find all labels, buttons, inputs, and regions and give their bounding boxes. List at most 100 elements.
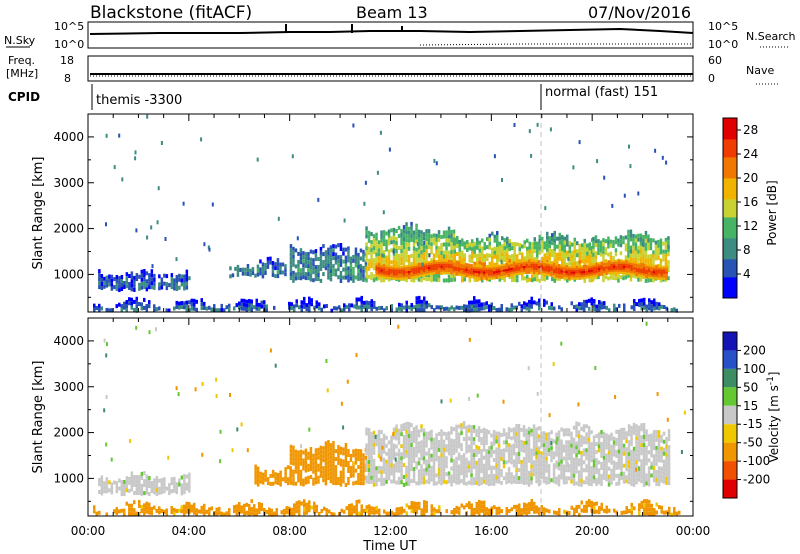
echo-cell xyxy=(537,466,541,471)
echo-cell xyxy=(578,243,581,248)
echo-cell xyxy=(407,254,411,259)
echo-cell xyxy=(547,274,551,277)
echo-cell xyxy=(297,474,300,479)
echo-cell xyxy=(488,241,491,246)
echo-cell xyxy=(319,254,323,259)
echo-cell xyxy=(148,502,151,507)
echo-cell xyxy=(562,276,566,280)
echo-cell xyxy=(405,238,408,243)
echo-cell xyxy=(506,256,509,261)
echo-cell xyxy=(644,258,648,263)
echo-cell xyxy=(440,481,443,486)
echo-cell xyxy=(284,264,287,269)
echo-cell xyxy=(100,306,103,311)
echo-cell xyxy=(110,308,113,313)
echo-cell xyxy=(518,301,521,306)
echo-cell xyxy=(568,241,571,246)
echo-cell xyxy=(602,273,606,276)
echo-cell xyxy=(108,274,111,279)
echo-cell xyxy=(553,234,556,239)
echo-cell xyxy=(587,272,591,275)
echo-cell xyxy=(458,243,461,248)
colorbar-cell xyxy=(723,124,737,128)
echo-cell xyxy=(412,471,416,475)
echo-cell xyxy=(442,265,446,268)
echo-cell xyxy=(490,449,493,454)
echo-cell xyxy=(642,273,646,276)
echo-cell xyxy=(587,477,591,482)
colorbar-cell xyxy=(723,262,737,266)
echo-cell xyxy=(365,300,368,305)
echo-cell xyxy=(490,445,493,450)
echo-cell xyxy=(271,469,275,474)
echo-cell xyxy=(347,274,350,279)
echo-cell xyxy=(590,478,593,483)
echo-cell xyxy=(665,480,668,485)
echo-cell xyxy=(260,507,263,511)
echo-cell xyxy=(455,436,458,441)
echo-cell xyxy=(445,250,448,255)
echo-cell xyxy=(380,478,383,483)
echo-cell xyxy=(542,273,546,276)
echo-cell xyxy=(475,273,478,276)
echo-cell xyxy=(602,269,606,272)
echo-cell xyxy=(647,258,650,263)
echo-cell xyxy=(314,480,318,485)
echo-cell xyxy=(425,271,428,274)
echo-cell xyxy=(140,277,144,282)
echo-cell xyxy=(324,258,328,263)
echo-cell xyxy=(153,505,156,510)
echo-cell xyxy=(397,253,401,258)
echo-cell xyxy=(312,270,315,275)
echo-cell xyxy=(395,444,398,449)
echo-cell xyxy=(543,302,546,307)
echo-cell xyxy=(205,509,208,514)
echo-cell xyxy=(577,462,581,467)
echo-cell xyxy=(347,461,350,465)
echo-cell xyxy=(537,268,541,271)
echo-cell xyxy=(506,260,509,265)
echo-cell xyxy=(332,248,335,253)
echo-cell xyxy=(125,484,129,489)
echo-cell xyxy=(373,304,376,309)
echo-cell xyxy=(592,240,595,245)
echo-cell xyxy=(546,243,549,248)
echo-cell xyxy=(347,481,350,485)
echo-cell xyxy=(284,471,287,476)
echo-cell xyxy=(387,269,391,272)
echo-cell xyxy=(522,464,526,469)
echo-cell xyxy=(407,434,411,438)
echo-cell xyxy=(667,477,671,482)
echo-cell xyxy=(365,463,368,468)
echo-cell xyxy=(450,454,453,459)
echo-cell xyxy=(665,267,668,270)
echo-cell xyxy=(491,255,494,260)
echo-cell xyxy=(605,262,608,265)
echo-cell xyxy=(602,278,605,283)
echo-cell xyxy=(558,276,561,281)
echo-cell xyxy=(349,453,353,458)
echo-cell xyxy=(573,237,576,242)
echo-cell xyxy=(518,243,521,248)
echo-cell xyxy=(235,508,238,513)
echo-cell xyxy=(560,447,563,452)
echo-cell xyxy=(175,287,179,291)
echo-cell xyxy=(550,458,553,463)
echo-cell xyxy=(395,257,398,261)
echo-cell xyxy=(292,250,295,255)
echo-cell xyxy=(175,279,179,283)
echo-cell xyxy=(480,269,483,272)
echo-cell xyxy=(407,474,411,478)
echo-cell xyxy=(417,267,421,270)
echo-cell xyxy=(537,270,541,273)
echo-cell xyxy=(415,429,418,434)
echo-cell xyxy=(452,443,456,448)
echo-cell xyxy=(145,287,149,292)
echo-cell xyxy=(602,261,606,264)
echo-cell xyxy=(228,512,231,517)
echo-cell xyxy=(595,262,598,265)
echo-cell xyxy=(138,286,141,291)
echo-cell xyxy=(392,455,396,460)
echo-cell xyxy=(437,269,441,272)
echo-cell xyxy=(447,270,451,273)
